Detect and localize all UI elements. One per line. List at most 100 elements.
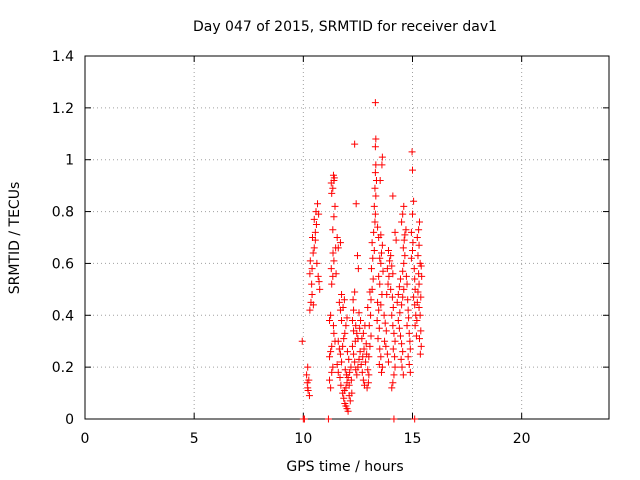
data-point xyxy=(341,366,349,374)
data-point xyxy=(403,322,411,330)
data-point xyxy=(359,329,367,337)
x-tick-label: 5 xyxy=(190,431,199,447)
data-point xyxy=(397,355,405,363)
data-point xyxy=(339,342,347,350)
data-point xyxy=(372,161,380,169)
data-point xyxy=(359,376,367,384)
data-point xyxy=(360,345,368,353)
data-point xyxy=(394,291,402,299)
data-point xyxy=(407,228,415,236)
data-point xyxy=(398,218,406,226)
y-tick-label: 0 xyxy=(65,412,74,428)
data-point xyxy=(333,234,341,241)
data-point xyxy=(359,353,367,361)
data-point xyxy=(386,257,394,265)
data-point xyxy=(371,99,379,107)
data-point xyxy=(364,304,372,312)
data-point xyxy=(409,166,416,174)
data-point xyxy=(387,252,395,260)
data-point xyxy=(332,270,340,278)
data-point xyxy=(334,244,342,252)
data-point xyxy=(406,368,414,376)
data-point xyxy=(401,231,409,239)
data-point xyxy=(328,368,336,376)
data-point xyxy=(370,246,378,254)
data-point xyxy=(417,262,425,270)
data-point xyxy=(328,280,336,288)
data-point xyxy=(370,202,378,210)
data-point xyxy=(364,379,372,387)
data-point xyxy=(388,384,396,392)
data-point xyxy=(384,246,392,254)
data-point xyxy=(338,316,346,324)
data-point xyxy=(401,252,409,260)
data-point xyxy=(331,202,339,210)
data-point xyxy=(358,335,366,343)
data-point xyxy=(311,236,319,244)
data-point xyxy=(353,252,361,260)
data-point xyxy=(415,241,423,249)
data-point xyxy=(391,353,399,361)
data-point xyxy=(418,272,426,280)
data-point xyxy=(329,363,337,371)
data-point xyxy=(381,337,389,345)
data-point xyxy=(392,236,400,244)
data-point xyxy=(340,394,348,402)
data-point xyxy=(340,335,348,343)
data-point xyxy=(399,267,407,275)
data-point xyxy=(399,293,407,301)
data-point xyxy=(373,316,381,324)
data-point xyxy=(390,371,398,379)
data-point xyxy=(308,265,316,273)
data-point xyxy=(383,291,391,299)
data-point xyxy=(393,298,401,306)
data-point xyxy=(351,288,359,296)
data-point xyxy=(417,293,425,301)
data-point xyxy=(364,366,372,374)
data-point xyxy=(376,280,384,288)
data-point xyxy=(375,324,383,332)
data-point xyxy=(410,265,418,273)
data-point xyxy=(400,285,408,293)
data-point xyxy=(388,262,396,270)
data-point xyxy=(353,371,361,379)
data-point xyxy=(375,272,383,280)
data-point xyxy=(352,200,360,208)
data-point xyxy=(385,272,393,280)
data-point xyxy=(372,135,380,143)
data-point xyxy=(357,361,365,369)
data-point xyxy=(377,231,385,239)
data-point xyxy=(306,306,314,314)
data-point xyxy=(298,337,306,345)
data-point xyxy=(395,324,403,332)
data-point xyxy=(380,311,388,319)
data-point xyxy=(396,332,404,340)
data-point xyxy=(409,239,417,247)
data-point xyxy=(417,342,425,350)
data-point xyxy=(375,306,383,314)
data-point xyxy=(348,316,356,324)
data-point xyxy=(370,228,378,236)
data-point xyxy=(378,241,386,249)
data-point xyxy=(315,210,323,218)
data-point xyxy=(413,316,421,324)
data-point xyxy=(378,363,386,371)
y-tick-label: 0.8 xyxy=(52,205,74,221)
data-point xyxy=(395,283,403,291)
data-point xyxy=(404,296,412,304)
plot-border xyxy=(84,55,610,420)
data-point xyxy=(374,223,382,231)
data-point xyxy=(358,368,366,376)
ticks: 0 0.2 0.4 0.6 0.8 1 1.2 1.4 0 5 10 15 20 xyxy=(52,49,609,447)
data-point xyxy=(304,386,312,394)
data-point xyxy=(389,270,397,278)
data-point xyxy=(374,335,382,343)
data-point xyxy=(377,259,385,267)
data-point xyxy=(353,329,361,337)
x-tick-label: 15 xyxy=(404,431,422,447)
data-point xyxy=(329,322,337,330)
data-point xyxy=(329,171,337,179)
data-point xyxy=(391,337,399,345)
data-point xyxy=(416,350,424,358)
